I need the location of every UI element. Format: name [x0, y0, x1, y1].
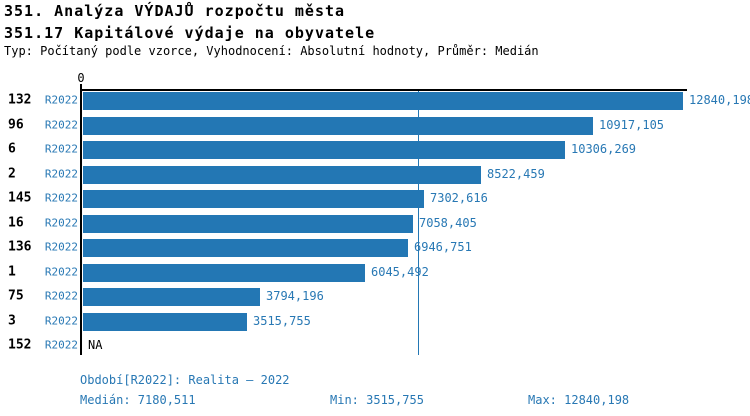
bar — [83, 214, 413, 233]
bar-value-label: 6045,492 — [371, 264, 429, 279]
footer-min-stat: Min: 3515,755 — [330, 393, 424, 407]
median-line — [418, 91, 419, 355]
bar — [83, 312, 247, 331]
row-id-label: 2 — [8, 166, 16, 182]
chart-row: 75 R2022 3794,196 — [0, 285, 750, 310]
bar — [83, 92, 683, 111]
chart-row: 145 R2022 7302,616 — [0, 187, 750, 212]
row-period-label: R2022 — [44, 191, 78, 205]
x-axis-zero-tick — [80, 84, 82, 89]
chart-row: 152 R2022 NA — [0, 334, 750, 359]
bar-value-label: 8522,459 — [487, 166, 545, 181]
bar — [83, 116, 593, 135]
row-period-label: R2022 — [44, 142, 78, 156]
row-period-label: R2022 — [44, 167, 78, 181]
chart-row: 2 R2022 8522,459 — [0, 163, 750, 188]
bar-value-label: 3794,196 — [266, 289, 324, 304]
row-period-label: R2022 — [44, 93, 78, 107]
bar — [83, 165, 481, 184]
row-period-label: R2022 — [44, 216, 78, 230]
chart-subtitle: Typ: Počítaný podle vzorce, Vyhodnocení:… — [4, 44, 539, 58]
chart-title: 351.17 Kapitálové výdaje na obyvatele — [4, 24, 376, 42]
bar — [83, 263, 365, 282]
chart-row: 3 R2022 3515,755 — [0, 310, 750, 335]
row-id-label: 132 — [8, 92, 32, 108]
chart-row: 1 R2022 6045,492 — [0, 261, 750, 286]
chart-row: 132 R2022 12840,198 — [0, 89, 750, 114]
y-axis-line — [80, 89, 82, 355]
page-title: 351. Analýza VÝDAJŮ rozpočtu města — [4, 2, 346, 20]
bar — [83, 288, 260, 307]
chart-row: 136 R2022 6946,751 — [0, 236, 750, 261]
bar — [83, 141, 565, 160]
chart-rows: 132 R2022 12840,198 96 R2022 10917,105 6 R2022 1… — [0, 89, 750, 359]
chart-row: 16 R2022 7058,405 — [0, 212, 750, 237]
row-id-label: 16 — [8, 215, 24, 231]
row-id-label: 152 — [8, 337, 32, 353]
footer-period-info: Období[R2022]: Realita – 2022 — [80, 373, 290, 387]
bar-value-label: 10306,269 — [571, 142, 637, 157]
chart-row: 6 R2022 10306,269 — [0, 138, 750, 163]
bar-value-label: 7058,405 — [419, 215, 477, 230]
row-period-label: R2022 — [44, 240, 78, 254]
x-axis-line — [80, 89, 687, 91]
bar-value-label: 10917,105 — [599, 117, 665, 132]
chart-row: 96 R2022 10917,105 — [0, 114, 750, 139]
na-label: NA — [88, 338, 103, 353]
row-period-label: R2022 — [44, 314, 78, 328]
bar — [83, 190, 424, 209]
bar-value-label: 6946,751 — [414, 240, 472, 255]
row-id-label: 6 — [8, 141, 16, 157]
row-period-label: R2022 — [44, 338, 78, 352]
row-id-label: 75 — [8, 288, 24, 304]
row-period-label: R2022 — [44, 265, 78, 279]
row-id-label: 136 — [8, 239, 32, 255]
x-axis-zero-tick-label: 0 — [77, 71, 85, 85]
bar — [83, 239, 408, 258]
row-period-label: R2022 — [44, 289, 78, 303]
footer-max-stat: Max: 12840,198 — [528, 393, 630, 407]
row-id-label: 96 — [8, 117, 24, 133]
footer-median-stat: Medián: 7180,511 — [80, 393, 196, 407]
row-period-label: R2022 — [44, 118, 78, 132]
row-id-label: 1 — [8, 264, 16, 280]
bar-value-label: 12840,198 — [689, 93, 750, 108]
row-id-label: 145 — [8, 190, 32, 206]
bar-value-label: 3515,755 — [253, 313, 311, 328]
bar-value-label: 7302,616 — [430, 191, 488, 206]
row-id-label: 3 — [8, 313, 16, 329]
